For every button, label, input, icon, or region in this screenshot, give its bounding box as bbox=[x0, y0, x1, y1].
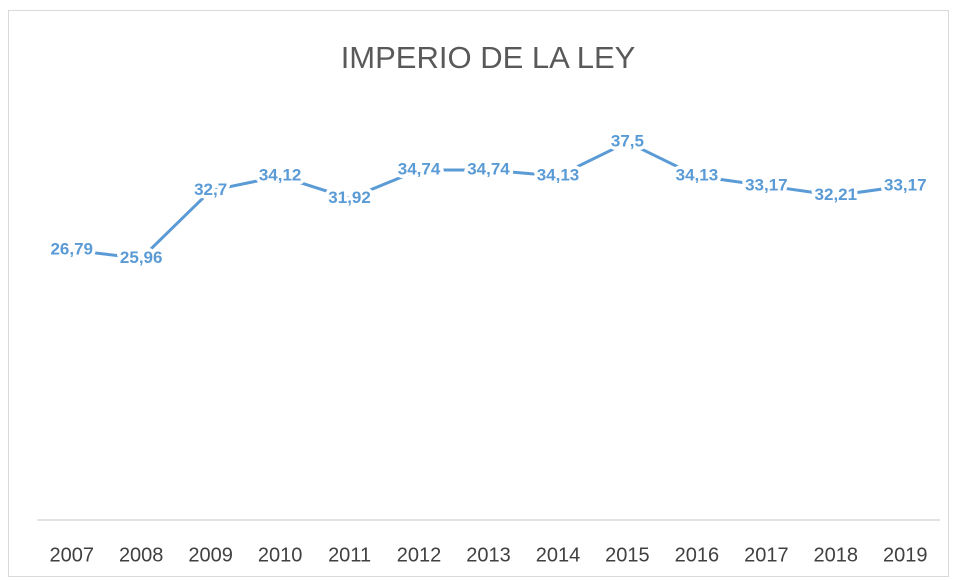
x-tick-label: 2007 bbox=[49, 544, 94, 566]
data-label: 26,79 bbox=[50, 240, 93, 259]
chart-title: IMPERIO DE LA LEY bbox=[341, 40, 636, 75]
data-label: 34,13 bbox=[676, 166, 719, 185]
data-label: 25,96 bbox=[120, 248, 163, 267]
x-tick-label: 2008 bbox=[119, 544, 164, 566]
x-tick-label: 2011 bbox=[328, 544, 371, 566]
x-tick-label: 2017 bbox=[744, 544, 789, 566]
x-tick-label: 2010 bbox=[258, 544, 303, 566]
data-label: 33,17 bbox=[745, 175, 788, 194]
data-label: 32,21 bbox=[815, 185, 858, 204]
x-tick-label: 2014 bbox=[536, 544, 581, 566]
chart-border bbox=[8, 10, 949, 577]
x-tick-label: 2016 bbox=[675, 544, 720, 566]
x-tick-label: 2009 bbox=[188, 544, 233, 566]
data-label: 34,74 bbox=[398, 159, 441, 178]
x-tick-label: 2018 bbox=[814, 544, 859, 566]
data-label: 33,17 bbox=[884, 175, 927, 194]
x-tick-label: 2012 bbox=[397, 544, 442, 566]
x-tick-label: 2019 bbox=[883, 544, 928, 566]
data-label: 34,13 bbox=[537, 166, 580, 185]
data-label: 34,74 bbox=[467, 159, 510, 178]
data-label: 32,7 bbox=[194, 180, 227, 199]
data-label: 34,12 bbox=[259, 166, 302, 185]
data-line bbox=[71, 140, 906, 260]
data-label: 31,92 bbox=[328, 188, 371, 207]
x-tick-label: 2015 bbox=[605, 544, 650, 566]
x-tick-label: 2013 bbox=[466, 544, 511, 566]
data-label: 37,5 bbox=[611, 132, 644, 151]
